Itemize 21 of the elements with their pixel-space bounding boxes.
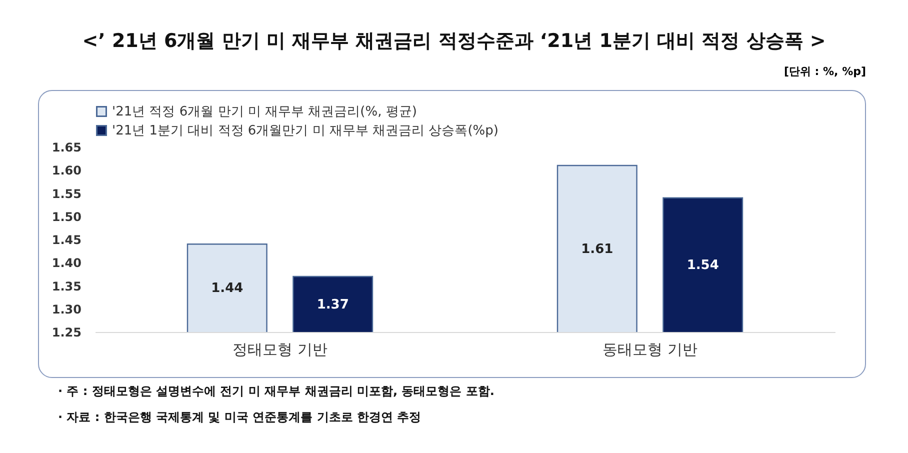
- data-label: 1.54: [686, 258, 719, 273]
- y-tick-label: 1.45: [52, 233, 82, 247]
- text: [단위 : %, %p]: [784, 64, 866, 79]
- x-tick-label: 정태모형 기반: [232, 340, 328, 358]
- chart-title: <’ 21년 6개월 만기 미 재무부 채권금리 적정수준과 ‘21년 1분기 대비 적정 상승폭 >: [81, 29, 827, 54]
- data-label: 1.37: [316, 297, 349, 312]
- x-tick-label: 동태모형 기반: [602, 340, 698, 358]
- y-tick-label: 1.40: [52, 256, 82, 270]
- y-tick-label: 1.35: [52, 279, 82, 294]
- text: · 자료 : 한국은행 국제통계 및 미국 연준통계를 기초로 한경연 추정: [58, 409, 422, 426]
- data-label: 1.61: [581, 242, 614, 257]
- data-label: 1.44: [211, 281, 244, 296]
- y-tick-label: 1.60: [52, 164, 82, 178]
- legend-label: '21년 1분기 대비 적정 6개월만기 미 재무부 채권금리 상승폭(%p): [112, 124, 498, 138]
- y-tick-label: 1.50: [52, 210, 82, 224]
- y-tick-label: 1.25: [52, 326, 82, 340]
- y-tick-label: 1.65: [52, 140, 82, 154]
- y-tick-label: 1.30: [52, 302, 82, 316]
- text: · 주 : 정태모형은 설명변수에 전기 미 재무부 채권금리 미포함, 동태모형은 포함.: [58, 383, 494, 400]
- y-tick-label: 1.55: [52, 186, 82, 201]
- legend-label: '21년 적정 6개월 만기 미 재무부 채권금리(%, 평균): [112, 104, 417, 120]
